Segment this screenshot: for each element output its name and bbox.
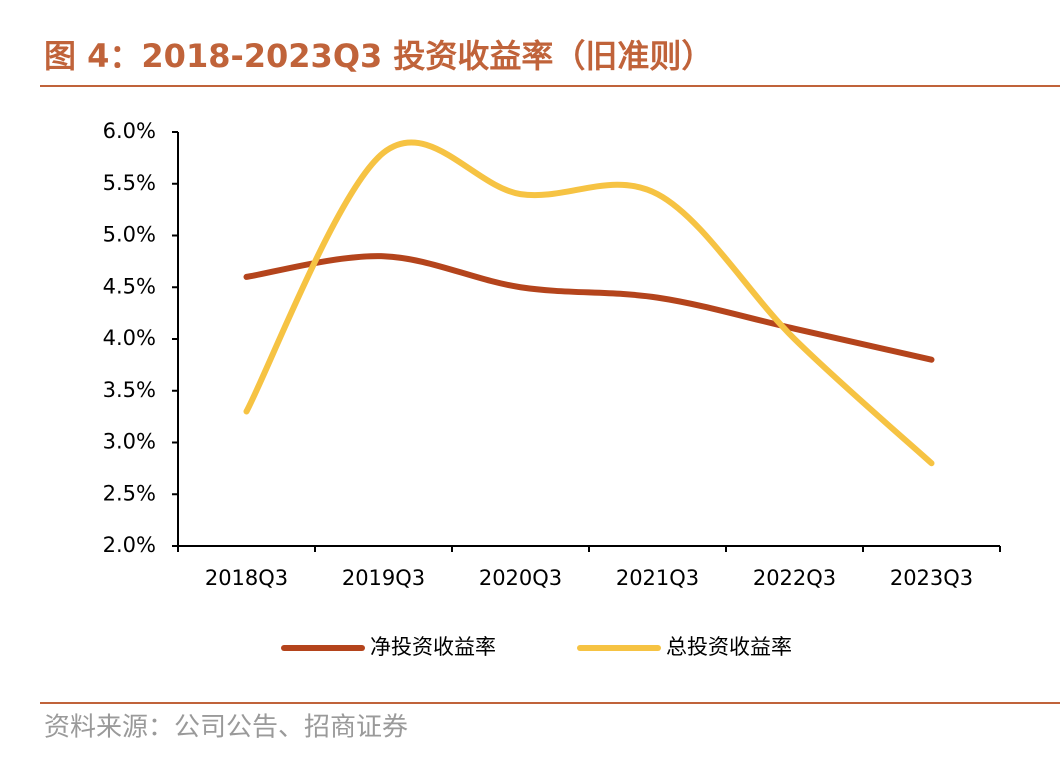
source-note: 资料来源：公司公告、招商证券 bbox=[44, 713, 408, 743]
legend-label: 净投资收益率 bbox=[370, 635, 496, 659]
y-tick-label: 2.0% bbox=[103, 533, 156, 557]
x-tick-label: 2020Q3 bbox=[479, 566, 562, 590]
legend-label: 总投资收益率 bbox=[666, 635, 792, 659]
y-tick-label: 4.0% bbox=[103, 326, 156, 350]
y-tick-label: 3.0% bbox=[103, 430, 156, 454]
chart-title: 图 4：2018-2023Q3 投资收益率（旧准则） bbox=[44, 37, 713, 75]
y-tick-label: 5.0% bbox=[103, 223, 156, 247]
x-tick-label: 2022Q3 bbox=[753, 566, 836, 590]
y-tick-label: 5.5% bbox=[103, 171, 156, 195]
y-tick-label: 3.5% bbox=[103, 378, 156, 402]
y-tick-label: 4.5% bbox=[103, 274, 156, 298]
series-line bbox=[243, 253, 935, 363]
x-tick-label: 2021Q3 bbox=[616, 566, 699, 590]
x-tick-label: 2018Q3 bbox=[205, 566, 288, 590]
y-tick-label: 6.0% bbox=[103, 119, 156, 143]
x-tick-label: 2023Q3 bbox=[890, 566, 973, 590]
x-tick-label: 2019Q3 bbox=[342, 566, 425, 590]
series-line bbox=[243, 139, 935, 467]
y-tick-label: 2.5% bbox=[103, 481, 156, 505]
